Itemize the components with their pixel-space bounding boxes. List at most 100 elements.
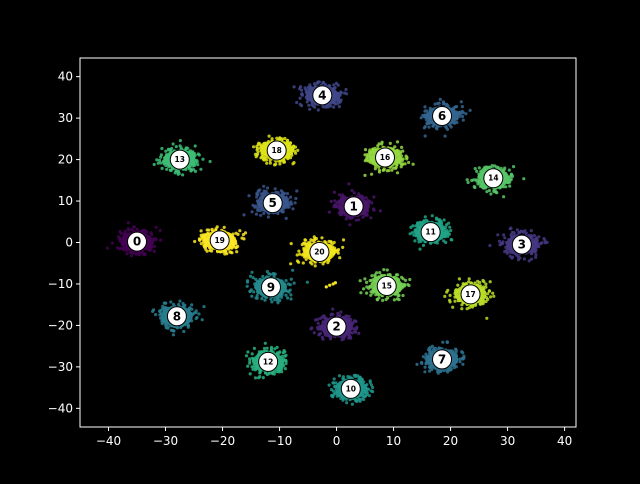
data-point [344,217,348,221]
data-point [310,103,314,107]
data-point [266,215,270,219]
data-point [248,289,252,294]
data-point [350,331,354,335]
data-point [438,369,442,373]
data-point [286,296,290,300]
data-point [156,161,160,165]
data-point [253,205,257,209]
data-point [448,225,452,229]
data-point [159,238,163,242]
data-point [279,189,283,193]
data-point [153,244,157,248]
data-point [421,243,426,247]
data-point [284,293,288,297]
data-point [437,218,441,222]
data-point [523,229,527,233]
data-point [202,305,206,309]
data-point [477,166,481,170]
data-point [337,374,342,378]
data-point [516,258,521,262]
data-point [262,211,266,215]
data-point [408,232,412,236]
data-point [242,213,246,217]
data-point [298,96,302,100]
data-point [441,102,445,106]
data-point [415,362,419,366]
data-point [341,375,345,379]
data-point [350,188,354,193]
data-point [154,313,158,317]
data-point [329,104,333,108]
data-point [166,326,170,330]
data-point [460,356,465,360]
data-point [530,257,534,261]
data-point [190,307,194,311]
data-point [318,331,322,335]
data-point [261,274,265,279]
data-point [423,370,427,374]
data-point [262,191,267,195]
data-point [372,195,376,199]
data-point [422,219,426,223]
data-point [334,202,338,206]
data-point [347,182,351,186]
data-point [345,401,349,405]
data-point [289,277,293,281]
data-point [508,184,512,188]
data-point [502,195,506,199]
data-point [341,195,345,199]
data-point [263,341,267,345]
data-point [275,345,279,349]
data-point [132,225,136,229]
data-point [313,105,317,109]
data-point [248,372,252,376]
data-point [181,301,185,306]
data-point [182,329,186,334]
data-point [334,81,339,85]
data-point [269,297,273,301]
data-point [312,331,316,335]
data-point [178,144,182,148]
data-point [488,243,492,248]
data-point [522,257,527,261]
data-point [532,233,536,238]
data-point [289,297,293,301]
data-point [154,237,158,242]
data-point [316,80,320,84]
data-point [443,134,447,138]
data-point [159,155,163,159]
data-point [369,389,373,393]
data-point [168,168,172,172]
data-point [160,166,164,170]
data-point [165,167,169,171]
data-point [354,374,358,378]
data-point [435,241,439,245]
data-point [171,142,175,146]
data-point [123,229,127,234]
data-point [428,369,432,373]
data-point [201,157,205,161]
data-point [130,228,134,232]
data-point [305,280,309,284]
data-point [292,281,296,285]
data-point [372,207,376,211]
data-point [438,97,442,101]
data-point [427,125,431,129]
data-point [253,376,258,380]
data-point [190,303,194,307]
data-point [186,324,190,328]
data-point [332,190,336,194]
data-point [543,238,547,243]
data-point [355,327,359,331]
data-point [254,296,258,300]
data-point [449,238,453,242]
data-point [453,105,458,109]
data-point [197,153,201,157]
data-point [362,395,366,399]
data-point [445,127,450,131]
data-point [337,193,342,197]
data-point [321,337,325,341]
data-point [348,216,352,220]
data-point [449,228,453,233]
